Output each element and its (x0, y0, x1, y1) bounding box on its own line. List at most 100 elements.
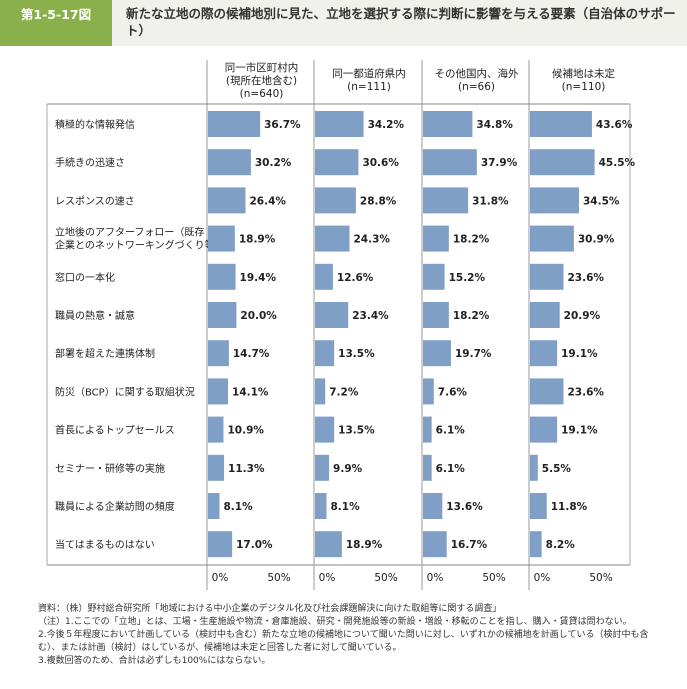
value-label-s3-r8: 7.6% (438, 386, 468, 398)
series-header-4-line-2: (n=110) (562, 81, 606, 93)
bar-s2-r3 (315, 187, 356, 214)
bar-s4-r11 (530, 493, 547, 519)
bar-s3-r1 (423, 111, 473, 137)
value-label-s2-r8: 7.2% (329, 386, 359, 398)
bar-s2-r12 (315, 531, 342, 558)
x-tick-label-p4-2: 50% (589, 572, 612, 584)
bar-s2-r2 (315, 149, 359, 176)
bar-chart: 同一市区町村内(現所在地含む)(n=640) 同一都道府県内(n=111) その他国… (46, 60, 636, 590)
series-header-4-line-1: 候補地は未定 (552, 67, 615, 80)
bar-s1-r10 (208, 454, 225, 481)
bar-s4-r7 (530, 340, 558, 367)
category-label-12: 当てはまるものはない (55, 538, 155, 551)
value-label-s3-r1: 34.8% (476, 119, 513, 131)
value-label-s4-r4: 30.9% (578, 234, 615, 246)
bar-s1-r12 (208, 531, 233, 558)
bar-s1-r8 (208, 378, 229, 405)
bar-s4-r10 (530, 454, 538, 481)
figure-number-badge: 第1-5-17図 (0, 0, 112, 46)
category-label-8: 防災（BCP）に関する取組状況 (55, 385, 195, 398)
series-header-2-line-2: (n=111) (347, 81, 391, 93)
note-3: 3.複数回答のため、合計は必ずしも100%にはならない。 (38, 656, 271, 666)
bar-s3-r6 (423, 302, 449, 328)
value-label-s4-r10: 5.5% (542, 463, 572, 475)
bar-s4-r6 (530, 302, 560, 328)
bar-s3-r11 (423, 493, 443, 519)
note-2: 2.今後５年程度において計画している（検討中も含む）新たな立地の候補地について聞… (38, 630, 649, 653)
x-tick-label-p1-1: 0% (212, 572, 229, 584)
bar-s3-r7 (423, 340, 451, 367)
series-header-1-line-2: (現所在地含む) (226, 74, 297, 87)
category-label-6: 職員の熱意・誠意 (55, 309, 135, 322)
value-label-s2-r5: 12.6% (337, 272, 374, 284)
value-label-s4-r2: 45.5% (599, 157, 636, 169)
bar-s4-r9 (530, 416, 558, 443)
category-label-4-line-2: 企業とのネットワーキングづくり等） (55, 239, 225, 252)
value-label-s3-r4: 18.2% (453, 234, 490, 246)
bar-s4-r1 (530, 111, 592, 137)
value-label-s3-r5: 15.2% (449, 272, 486, 284)
figure-title-bar (112, 0, 687, 46)
bar-s4-r4 (530, 225, 574, 252)
category-label-4-line-1: 立地後のアフターフォロー（既存 (55, 226, 204, 239)
category-label-7: 部署を超えた連携体制 (55, 347, 155, 360)
value-label-s1-r2: 30.2% (255, 157, 292, 169)
value-label-s2-r4: 24.3% (354, 234, 391, 246)
bar-s1-r9 (208, 416, 224, 443)
bar-s1-r3 (208, 187, 246, 214)
value-label-s4-r8: 23.6% (568, 386, 605, 398)
bar-s2-r4 (315, 225, 350, 252)
bar-s2-r5 (315, 263, 333, 290)
x-tick-label-p1-2: 50% (267, 572, 290, 584)
figure-number: 第1-5-17図 (20, 7, 92, 22)
bar-s2-r7 (315, 340, 335, 367)
series-header-3-line-2: (n=66) (458, 81, 495, 93)
series-header-3-line-1: その他国内、海外 (435, 67, 519, 80)
value-label-s1-r9: 10.9% (227, 425, 264, 437)
bar-s1-r2 (208, 149, 251, 176)
bar-s3-r5 (423, 263, 445, 290)
bar-s2-r8 (315, 378, 326, 405)
note-1: （注）1.ここでの「立地」とは、工場・生産施設や物流・倉庫施設、研究・開発施設等… (38, 617, 632, 627)
value-label-s4-r12: 8.2% (546, 539, 576, 551)
category-label-3: レスポンスの速さ (55, 195, 135, 207)
bar-s3-r8 (423, 378, 434, 405)
category-label-5: 窓口の一本化 (55, 271, 115, 284)
value-label-s3-r11: 13.6% (446, 501, 483, 513)
bar-s1-r5 (208, 263, 236, 290)
value-label-s4-r6: 20.9% (564, 310, 601, 322)
figure-notes: 資料：（株）野村総合研究所「地域における中小企業のデジタル化及び社会課題解決に向… (38, 603, 668, 668)
value-label-s2-r7: 13.5% (338, 348, 375, 360)
value-label-s2-r3: 28.8% (360, 195, 397, 207)
bar-s3-r10 (423, 454, 432, 481)
value-label-s2-r9: 13.5% (338, 425, 375, 437)
value-label-s3-r7: 19.7% (455, 348, 492, 360)
category-label-10: セミナー・研修等の実施 (55, 462, 165, 475)
bar-s2-r1 (315, 111, 364, 137)
value-label-s3-r3: 31.8% (472, 195, 509, 207)
bar-s2-r9 (315, 416, 335, 443)
bar-s1-r4 (208, 225, 235, 252)
value-label-s1-r7: 14.7% (233, 348, 270, 360)
value-label-s4-r11: 11.8% (551, 501, 588, 513)
x-tick-label-p3-1: 0% (427, 572, 444, 584)
value-label-s3-r9: 6.1% (436, 425, 466, 437)
x-tick-label-p2-2: 50% (374, 572, 397, 584)
value-label-s1-r5: 19.4% (240, 272, 277, 284)
value-label-s3-r12: 16.7% (451, 539, 488, 551)
value-label-s3-r2: 37.9% (481, 157, 518, 169)
value-label-s4-r7: 19.1% (561, 348, 598, 360)
bar-s2-r10 (315, 454, 330, 481)
bar-s1-r6 (208, 302, 237, 328)
value-label-s2-r1: 34.2% (368, 119, 405, 131)
value-label-s1-r6: 20.0% (240, 310, 277, 322)
value-label-s4-r1: 43.6% (596, 119, 633, 131)
bar-s3-r12 (423, 531, 447, 558)
bar-s4-r8 (530, 378, 564, 405)
bar-s1-r11 (208, 493, 220, 519)
category-label-1: 積極的な情報発信 (55, 118, 135, 131)
bar-s4-r2 (530, 149, 595, 176)
value-label-s2-r2: 30.6% (362, 157, 399, 169)
category-label-11: 職員による企業訪問の頻度 (55, 500, 175, 513)
series-header-1-line-3: (n=640) (240, 88, 284, 100)
